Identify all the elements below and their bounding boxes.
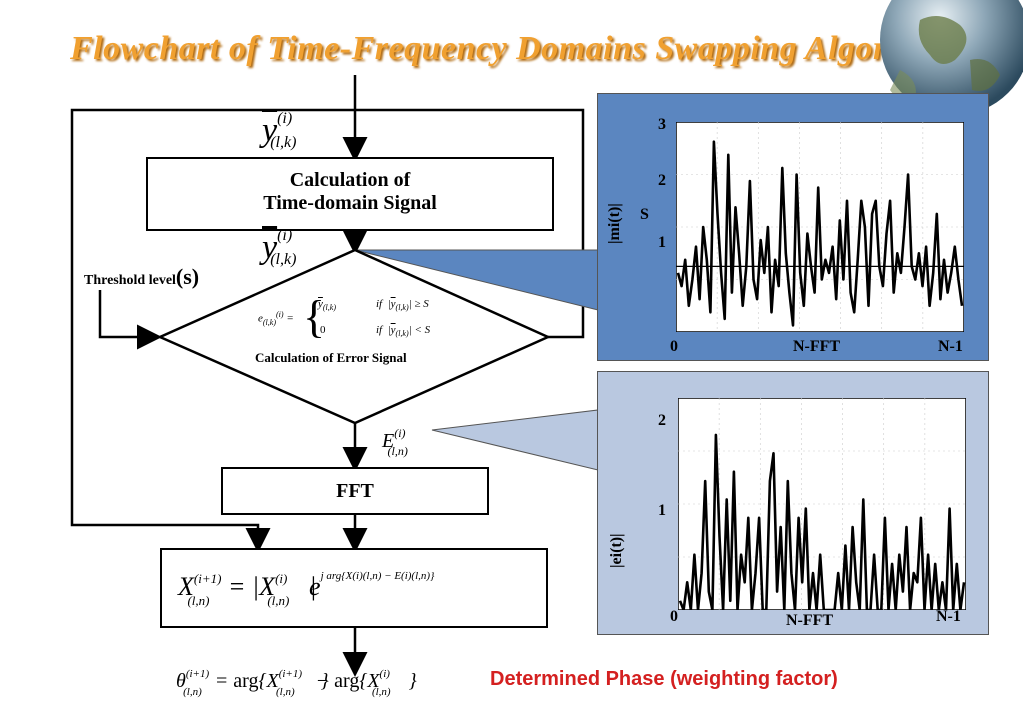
theta-equation: θ(i+1)(l,n) = arg{X(i+1)(l,n)} − arg{X(i… [176,668,417,698]
ytick: 3 [658,116,666,133]
chart-ei-xend: N-1 [936,608,961,625]
chart-ei-xlabel: N-FFT [786,612,834,629]
series-line [678,433,966,610]
chart-mi-xlabel: N-FFT [793,338,841,355]
chart-mi-x0: 0 [670,338,678,355]
chart-mi-s-label: S [640,206,649,223]
ytick: 2 [658,172,666,189]
globe-icon [880,0,1023,110]
series-line [676,140,964,327]
chart-ei-plot [678,398,966,610]
time-box-line1: Calculation of [289,169,411,191]
chart-ei-ylabel: |ei(t)| [608,533,625,568]
chart-mi-plot [676,122,964,332]
threshold-label: Threshold level(s) [84,264,200,289]
ytick: 2 [658,412,666,429]
chart-mi-ylabel: |mi(t)| [606,203,623,244]
error-box-label: Calculation of Error Signal [255,350,407,365]
ytick: 1 [658,502,666,519]
chart-panel-ei: 2 1 |ei(t)| 0 N-FFT N-1 [597,371,989,635]
E-label: E(i)(l,n) [382,426,408,458]
page-title: Flowchart of Time-Frequency Domains Swap… [69,30,954,67]
fft-box: FFT [221,467,489,515]
callout-pointer-2 [431,409,599,471]
y-bar-label-mid: y(i)(l,k) [262,227,297,268]
error-decision-diamond [156,248,552,425]
determined-phase-note: Determined Phase (weighting factor) [490,668,838,690]
chart-mi-xend: N-1 [938,338,963,355]
ytick: 1 [658,234,666,251]
time-domain-box: Calculation of Time-domain Signal [146,157,554,231]
chart-panel-mi: 3 2 1 |mi(t)| S 0 N-FFT N-1 [597,93,989,361]
chart-ei-x0: 0 [670,608,678,625]
time-box-line2: Time-domain Signal [263,192,437,214]
phase-update-box: X(i+1)(l,n) = |X(i)(l,n) | ej arg{X(i)(l,… [160,548,548,628]
y-bar-label-top: y(i)(l,k) [262,110,297,151]
